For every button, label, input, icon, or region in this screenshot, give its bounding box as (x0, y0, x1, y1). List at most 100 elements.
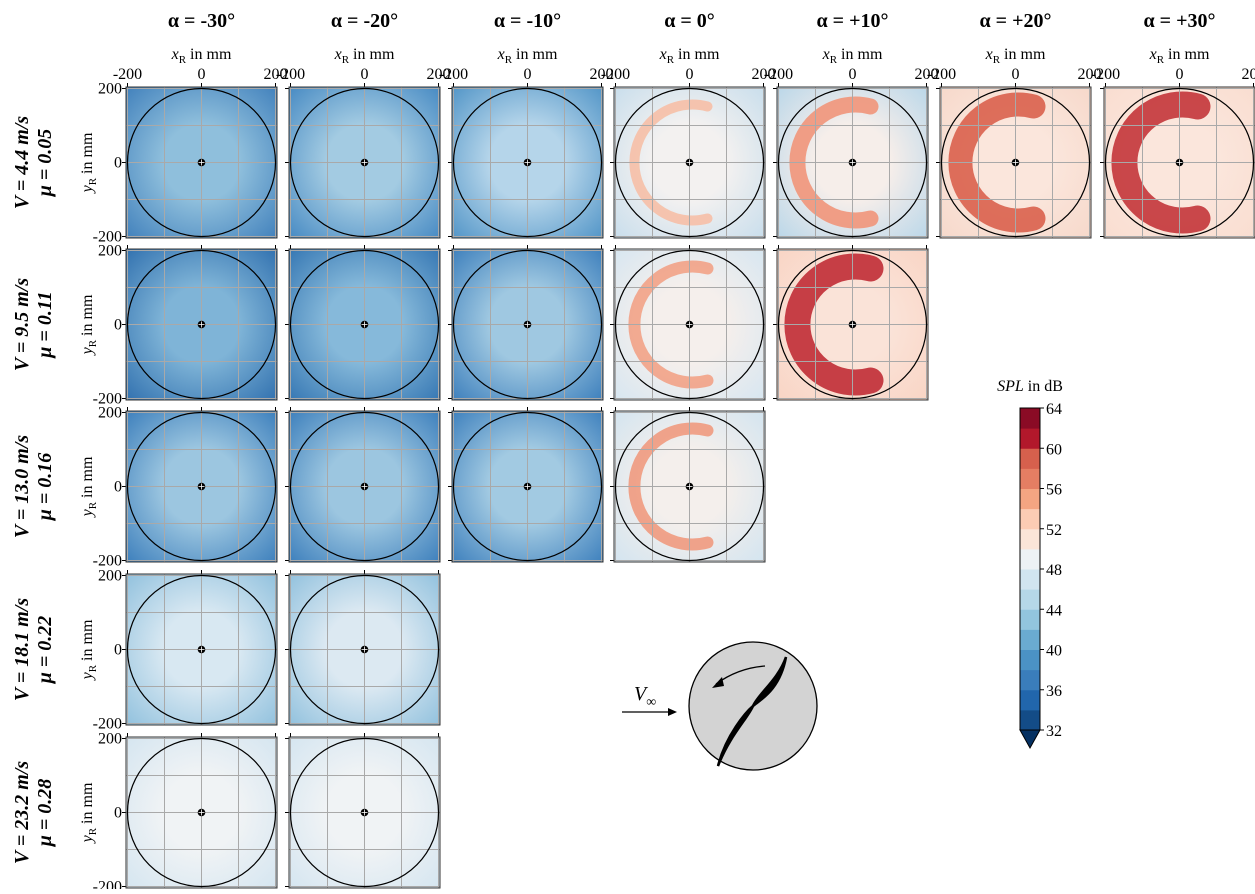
colorbar-tick-label: 40 (1046, 643, 1062, 660)
row-advance-ratio: μ = 0.28 (34, 779, 56, 848)
x-axis-label: xR in mm (985, 46, 1046, 66)
y-axis-label: yR in mm (79, 132, 99, 194)
x-tick-label: 0 (198, 66, 206, 83)
panel (285, 570, 440, 725)
colorbar-band (1020, 549, 1040, 570)
x-tick-label: 0 (686, 66, 694, 83)
colorbar-band (1020, 650, 1040, 671)
y-tick-label: -200 (93, 879, 122, 890)
y-tick-label: 200 (98, 81, 122, 98)
panel (448, 245, 603, 400)
colorbar-tick-label: 52 (1046, 522, 1062, 539)
colorbar-band (1020, 670, 1040, 691)
colorbar-band (1020, 690, 1040, 711)
row-velocity: V = 13.0 m/s (11, 435, 33, 538)
x-axis-label: xR in mm (822, 46, 883, 66)
row-velocity: V = 9.5 m/s (11, 278, 33, 371)
y-axis-label: yR in mm (79, 619, 99, 681)
column-title: α = 0° (664, 10, 715, 32)
y-axis-label: yR in mm (79, 782, 99, 844)
y-tick-label: 0 (114, 479, 122, 496)
x-tick-label: -200 (276, 66, 305, 83)
y-tick-label: 0 (114, 317, 122, 334)
x-axis-symbol: x (1149, 46, 1157, 63)
column-title: α = -20° (331, 10, 398, 32)
colorbar-label: SPL in dB (997, 378, 1063, 395)
y-axis-label: yR in mm (79, 456, 99, 518)
flow-subscript: ∞ (646, 695, 656, 710)
panel (285, 733, 440, 888)
panel (773, 245, 928, 400)
y-axis-label: yR in mm (79, 294, 99, 356)
x-axis-symbol: x (171, 46, 179, 63)
flow-arrow-head (668, 708, 677, 716)
y-axis-unit: in mm (79, 619, 96, 665)
column-title: α = +10° (817, 10, 889, 32)
x-tick-label: 200 (1242, 66, 1255, 83)
colorbar-band (1020, 569, 1040, 590)
colorbar-band (1020, 468, 1040, 489)
x-tick-label: -200 (927, 66, 956, 83)
colorbar-tick-label: 60 (1046, 441, 1062, 458)
panel (448, 407, 603, 562)
colorbar-tick-label: 32 (1046, 723, 1062, 740)
x-axis-label: xR in mm (334, 46, 395, 66)
x-axis-unit: in mm (512, 46, 558, 63)
column-title: α = -30° (168, 10, 235, 32)
colorbar-band (1020, 710, 1040, 731)
y-axis-unit: in mm (79, 782, 96, 828)
colorbar-band (1020, 408, 1040, 429)
x-axis-unit: in mm (1000, 46, 1046, 63)
colorbar-band (1020, 509, 1040, 530)
colorbar-band (1020, 489, 1040, 510)
x-axis-symbol: x (497, 46, 505, 63)
x-axis-unit: in mm (674, 46, 720, 63)
x-tick-label: 0 (524, 66, 532, 83)
row-velocity: V = 18.1 m/s (11, 598, 33, 701)
y-tick-label: 0 (114, 155, 122, 172)
colorbar-band (1020, 609, 1040, 630)
y-tick-label: 200 (98, 731, 122, 748)
colorbar-band (1020, 428, 1040, 449)
colorbar-band (1020, 589, 1040, 610)
colorbar-band (1020, 448, 1040, 469)
colorbar-band (1020, 629, 1040, 650)
x-axis-unit: in mm (1164, 46, 1210, 63)
row-advance-ratio: μ = 0.11 (34, 291, 56, 358)
colorbar-tick-label: 56 (1046, 482, 1062, 499)
x-axis-symbol: x (985, 46, 993, 63)
colorbar-unit: in dB (1024, 378, 1063, 395)
x-tick-label: 0 (849, 66, 857, 83)
y-axis-unit: in mm (79, 456, 96, 502)
y-tick-label: 200 (98, 243, 122, 260)
panel (610, 407, 765, 562)
colorbar-tick-label: 48 (1046, 562, 1062, 579)
flow-label: V∞ (634, 683, 656, 710)
x-tick-label: 0 (1012, 66, 1020, 83)
x-tick-label: -200 (439, 66, 468, 83)
x-axis-label: xR in mm (659, 46, 720, 66)
x-tick-label: -200 (764, 66, 793, 83)
x-axis-label: xR in mm (497, 46, 558, 66)
y-tick-label: 0 (114, 642, 122, 659)
colorbar-band (1020, 529, 1040, 550)
y-tick-label: 200 (98, 568, 122, 585)
y-tick-label: 200 (98, 405, 122, 422)
x-tick-label: -200 (113, 66, 142, 83)
x-axis-symbol: x (659, 46, 667, 63)
x-tick-label: 0 (1176, 66, 1184, 83)
x-axis-label: xR in mm (1149, 46, 1210, 66)
colorbar-symbol: SPL (997, 378, 1024, 395)
row-advance-ratio: μ = 0.22 (34, 616, 56, 685)
row-advance-ratio: μ = 0.05 (34, 129, 56, 198)
y-tick-label: 0 (114, 805, 122, 822)
